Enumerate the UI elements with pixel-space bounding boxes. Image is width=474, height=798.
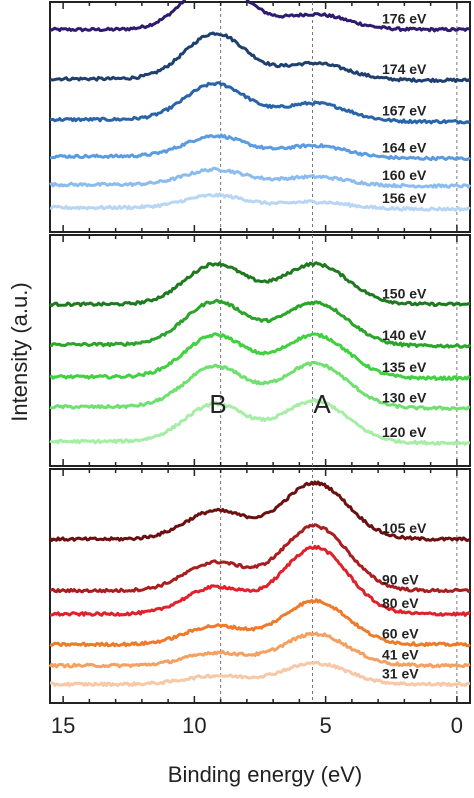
panel-frame-2 xyxy=(49,468,471,704)
series-line xyxy=(49,598,471,648)
series-label: 105 eV xyxy=(382,520,427,536)
series-label: 164 eV xyxy=(382,139,427,155)
series-label: 130 eV xyxy=(382,389,427,405)
series-layer xyxy=(48,0,472,688)
series-line xyxy=(48,480,471,542)
series-label: 31 eV xyxy=(382,665,419,681)
series-label: 140 eV xyxy=(382,327,427,343)
labels-layer: 176 eV 174 eV 167 eV 164 eV 160 eV 156 eV 150 … xyxy=(382,11,427,682)
series-line xyxy=(49,523,471,594)
panel-frame-0 xyxy=(49,1,471,233)
series-label: 176 eV xyxy=(382,11,427,27)
series-label: 135 eV xyxy=(382,359,427,375)
peak-label-b: B xyxy=(209,389,226,419)
series-line xyxy=(50,133,472,162)
series-line xyxy=(48,631,471,669)
series-line xyxy=(49,660,471,688)
panel-frame-1 xyxy=(49,234,471,467)
series-line xyxy=(49,332,471,382)
x-tick-label: 5 xyxy=(320,713,332,738)
series-label: 60 eV xyxy=(382,626,419,642)
series-label: 41 eV xyxy=(382,647,419,663)
series-label: 160 eV xyxy=(382,167,427,183)
x-tick-label: 15 xyxy=(51,713,75,738)
series-label: 156 eV xyxy=(382,190,427,206)
y-axis-title: Intensity (a.u.) xyxy=(7,282,32,421)
peak-label-a: A xyxy=(313,389,331,419)
series-line xyxy=(49,360,471,411)
x-tick-label: 10 xyxy=(182,713,206,738)
series-line xyxy=(49,31,471,83)
series-line xyxy=(49,81,471,125)
series-label: 80 eV xyxy=(382,595,419,611)
series-line xyxy=(48,261,471,308)
series-line xyxy=(49,192,471,212)
series-line xyxy=(49,0,471,33)
series-label: 150 eV xyxy=(382,285,427,301)
x-tick-labels: 15 10 5 0 xyxy=(51,713,463,738)
series-label: 167 eV xyxy=(382,103,427,119)
series-line xyxy=(50,544,471,617)
x-tick-label: 0 xyxy=(451,713,463,738)
series-label: 174 eV xyxy=(382,61,427,77)
series-line xyxy=(49,298,472,349)
x-axis-title: Binding energy (eV) xyxy=(168,762,362,787)
series-line xyxy=(49,398,471,446)
series-label: 120 eV xyxy=(382,424,427,440)
series-label: 90 eV xyxy=(382,572,419,588)
series-line xyxy=(49,166,472,189)
chart-panels xyxy=(49,1,471,704)
